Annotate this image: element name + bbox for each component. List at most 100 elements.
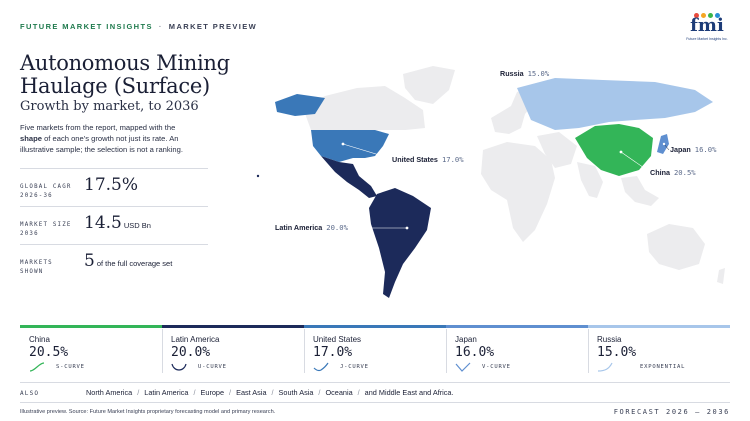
marker-china bbox=[619, 150, 623, 154]
marker-us bbox=[341, 142, 345, 146]
v-curve-icon bbox=[455, 362, 471, 372]
canada-region bbox=[303, 86, 425, 130]
card-accent-bar bbox=[162, 325, 304, 328]
map-label-name: Latin America bbox=[275, 223, 323, 232]
leader-china bbox=[620, 151, 648, 171]
page-subtitle: Growth by market, to 2036 bbox=[20, 99, 199, 114]
stat-number: 5 bbox=[84, 251, 95, 271]
j-curve-icon bbox=[313, 362, 329, 372]
also-region-item[interactable]: Latin America bbox=[144, 388, 189, 397]
card-curve-type: U-CURVE bbox=[198, 364, 227, 370]
russia-region bbox=[517, 78, 713, 130]
map-label-rate: 20.0% bbox=[326, 223, 348, 232]
card-japan[interactable]: Japan 16.0% V-CURVE bbox=[446, 325, 588, 375]
map-label-name: United States bbox=[392, 155, 438, 164]
marker-japan bbox=[662, 142, 666, 146]
stat-value: 14.5 USD Bn bbox=[84, 213, 151, 233]
map-label-name: Russia bbox=[500, 69, 524, 78]
card-market-rate: 16.0% bbox=[455, 345, 495, 360]
south-america-region bbox=[369, 188, 431, 298]
page-title: Autonomous Mining Haulage (Surface) bbox=[20, 51, 230, 98]
card-latin-america[interactable]: Latin America 20.0% U-CURVE bbox=[162, 325, 304, 375]
card-accent-bar bbox=[446, 325, 588, 328]
card-china[interactable]: China 20.5% S-CURVE bbox=[20, 325, 162, 375]
mexico-region bbox=[321, 156, 377, 198]
stat-number: 17.5% bbox=[84, 175, 139, 195]
also-region-item[interactable]: East Asia bbox=[236, 388, 267, 397]
brand-name: FUTURE MARKET INSIGHTS bbox=[20, 22, 153, 31]
also-region-list: North America / Latin America / Europe / East … bbox=[86, 388, 454, 397]
also-row: ALSO North America / Latin America / Europe /… bbox=[20, 382, 730, 403]
stat-unit: of the full coverage set bbox=[96, 259, 173, 268]
also-region-item[interactable]: Oceania bbox=[325, 388, 353, 397]
fmi-logo[interactable]: fmi Future Market Insights Inc. bbox=[684, 13, 730, 43]
map-label-name: Japan bbox=[670, 145, 691, 154]
card-russia[interactable]: Russia 15.0% EXPONENTIAL bbox=[588, 325, 730, 375]
southeast-asia-region bbox=[621, 176, 659, 206]
card-curve-type: S-CURVE bbox=[56, 364, 85, 370]
also-region-item[interactable]: and Middle East and Africa. bbox=[364, 388, 454, 397]
section-label: MARKET PREVIEW bbox=[168, 22, 258, 31]
card-curve-type: J-CURVE bbox=[340, 364, 369, 370]
card-divider bbox=[162, 329, 163, 373]
island-dot bbox=[256, 174, 260, 178]
card-market-name: Russia bbox=[597, 335, 622, 344]
map-label-russia: Russia 15.0% bbox=[500, 69, 549, 78]
also-region-item[interactable]: North America bbox=[86, 388, 133, 397]
market-cards: China 20.5% S-CURVE Latin America 20.0% … bbox=[20, 325, 730, 375]
forecast-period: FORECAST 2026 – 2036 bbox=[613, 408, 730, 416]
map-label-united-states: United States 17.0% bbox=[392, 155, 464, 164]
china-region bbox=[575, 124, 653, 176]
stat-markets-shown: MARKETS SHOWN 5 of the full coverage set bbox=[20, 244, 208, 282]
stat-global-cagr: GLOBAL CAGR 2026-36 17.5% bbox=[20, 168, 208, 206]
card-curve-type: EXPONENTIAL bbox=[640, 364, 686, 370]
card-market-rate: 15.0% bbox=[597, 345, 637, 360]
stat-label: MARKETS SHOWN bbox=[20, 260, 53, 275]
card-market-name: China bbox=[29, 335, 50, 344]
exponential-curve-icon bbox=[597, 362, 613, 372]
world-map-graphic bbox=[256, 66, 725, 298]
card-divider bbox=[304, 329, 305, 373]
world-map: Russia 15.0% United States 17.0% Japan 16.0… bbox=[255, 58, 750, 320]
card-market-name: Japan bbox=[455, 335, 477, 344]
card-market-name: Latin America bbox=[171, 335, 220, 344]
header-separator: · bbox=[158, 22, 163, 31]
description-bold: shape bbox=[20, 133, 42, 143]
map-label-latin-america: Latin America 20.0% bbox=[275, 223, 348, 232]
greenland-region bbox=[403, 66, 455, 104]
description-part-1: Five markets from the report, mapped wit… bbox=[20, 123, 176, 132]
stat-value: 5 of the full coverage set bbox=[84, 251, 172, 271]
logo-dots-icon bbox=[694, 13, 720, 19]
map-label-name: China bbox=[650, 168, 670, 177]
australia-region bbox=[647, 224, 705, 270]
stat-unit: USD Bn bbox=[123, 221, 151, 230]
card-accent-bar bbox=[20, 325, 162, 328]
card-curve-type: V-CURVE bbox=[482, 364, 511, 370]
stat-label: MARKET SIZE 2036 bbox=[20, 222, 72, 237]
also-label: ALSO bbox=[20, 390, 40, 397]
source-note: Illustrative preview. Source: Future Mar… bbox=[20, 409, 276, 415]
card-market-rate: 17.0% bbox=[313, 345, 353, 360]
stat-number: 14.5 bbox=[84, 213, 122, 233]
africa-region bbox=[481, 142, 555, 242]
new-zealand-region bbox=[717, 268, 725, 284]
map-label-rate: 15.0% bbox=[527, 69, 550, 78]
card-market-rate: 20.5% bbox=[29, 345, 69, 360]
stat-value: 17.5% bbox=[84, 175, 140, 195]
u-curve-icon bbox=[171, 363, 187, 371]
stat-label: GLOBAL CAGR 2026-36 bbox=[20, 184, 72, 199]
also-region-item[interactable]: Europe bbox=[200, 388, 225, 397]
logo-tagline: Future Market Insights Inc. bbox=[686, 37, 728, 41]
card-divider bbox=[446, 329, 447, 373]
south-asia-region bbox=[577, 162, 603, 198]
map-label-rate: 16.0% bbox=[694, 145, 717, 154]
leader-japan bbox=[663, 143, 670, 151]
leader-us bbox=[342, 143, 390, 159]
description-part-2: of each one's growth not just its rate. … bbox=[20, 133, 183, 154]
map-label-china: China 20.5% bbox=[650, 168, 696, 177]
card-united-states[interactable]: United States 17.0% J-CURVE bbox=[304, 325, 446, 375]
card-divider bbox=[588, 329, 589, 373]
also-region-item[interactable]: South Asia bbox=[278, 388, 314, 397]
stat-market-size: MARKET SIZE 2036 14.5 USD Bn bbox=[20, 206, 208, 244]
map-label-rate: 20.5% bbox=[673, 168, 696, 177]
